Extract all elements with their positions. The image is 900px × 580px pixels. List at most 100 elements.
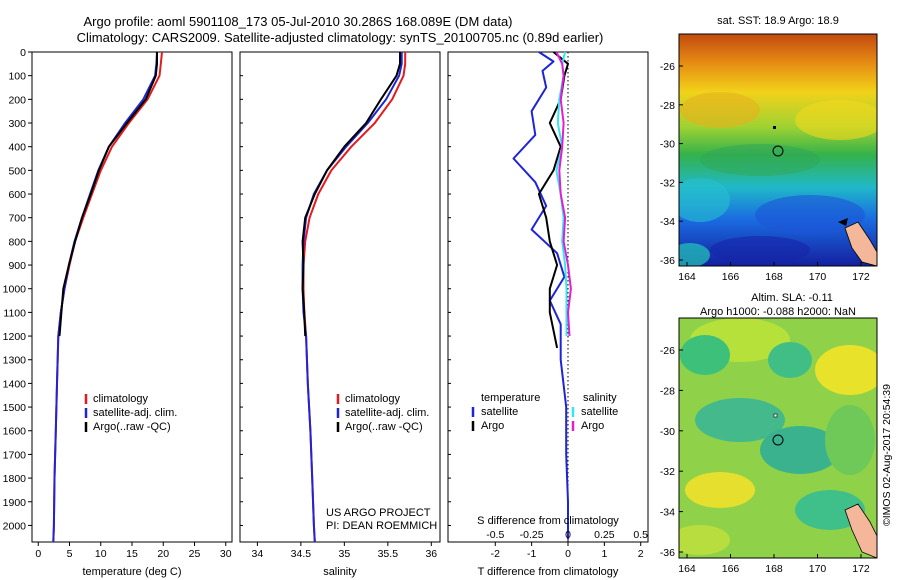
xtick-label: -2: [491, 548, 500, 560]
map-xtick-label: 166: [722, 563, 740, 575]
ytick-label: 1600: [3, 426, 27, 438]
xtick-label: 35.5: [378, 548, 399, 560]
ytick-label: 200: [8, 94, 26, 106]
legend-entry: satellite: [481, 406, 518, 418]
legend-entry: climatology: [93, 393, 149, 405]
sla-float-marker: [772, 434, 784, 446]
xtick-label: 5: [67, 548, 73, 560]
ytick-label: 1200: [3, 331, 27, 343]
ytick-label: 1400: [3, 378, 27, 390]
s-tick-label: 0.25: [594, 529, 615, 541]
sla-map-title-line2: Argo h1000: -0.088 h2000: NaN: [700, 306, 856, 318]
legend-entry: satellite-adj. clim.: [345, 407, 429, 419]
sst-map-frame: [678, 33, 878, 267]
sst-previous-position-marker: [773, 126, 776, 129]
series-line-temperature-satellite: [512, 51, 569, 540]
ytick-label: 1700: [3, 449, 27, 461]
x-axis-label: salinity: [323, 566, 357, 578]
xtick-label: 35: [339, 548, 351, 560]
legend-entry: satellite: [581, 406, 618, 418]
sst-map-title: sat. SST: 18.9 Argo: 18.9: [717, 15, 839, 27]
ytick-label: 600: [8, 189, 26, 201]
xtick-label: 2: [638, 548, 644, 560]
map-xtick-label: 168: [765, 271, 783, 283]
s-tick-label: -0.25: [520, 529, 544, 541]
sla-map-image: [679, 318, 877, 558]
ytick-label: 800: [8, 236, 26, 248]
project-credit-line: PI: DEAN ROEMMICH: [326, 520, 437, 532]
map-xtick-label: 172: [852, 271, 870, 283]
series-line-climatology: [302, 52, 407, 543]
map-xtick-label: 170: [809, 563, 827, 575]
map-xtick-label: 168: [765, 563, 783, 575]
map-ytick-label: -36: [660, 255, 675, 267]
map-ytick-label: -26: [660, 61, 675, 73]
series-line-satellite-adj-clim-: [52, 51, 158, 543]
ytick-label: 1100: [3, 307, 26, 319]
xtick-label: 34: [252, 548, 264, 560]
ytick-label: 0: [20, 47, 26, 59]
temperature-panel: 0 5 10 15 20 25 30 temperature (deg C) 0 100 200 30…: [3, 47, 232, 578]
map-ytick-label: -28: [660, 100, 675, 112]
xtick-label: 10: [95, 548, 107, 560]
salinity-panel: 34 34.5 35 35.5 36 salinity climatology satelli…: [240, 51, 437, 578]
ytick-label: 1800: [3, 473, 27, 485]
x-axis-label: temperature (deg C): [82, 566, 181, 578]
map-ytick-label: -30: [660, 139, 675, 151]
xtick-label: 1: [601, 548, 607, 560]
xtick-label: 0: [565, 548, 571, 560]
ytick-label: 100: [8, 71, 26, 83]
map-ytick-label: -28: [660, 385, 675, 397]
legend-entry: Argo: [581, 420, 604, 432]
series-line-argo-raw-qc-: [301, 52, 401, 337]
legend-head-salinity: salinity: [583, 392, 617, 404]
s-tick-label: 0: [565, 529, 571, 541]
xtick-label: -1: [527, 548, 536, 560]
ytick-label: 1000: [3, 284, 27, 296]
map-xtick-label: 166: [722, 271, 740, 283]
difference-plot-frame: [447, 51, 649, 543]
sst-map-image: [679, 34, 877, 266]
xtick-label: 30: [220, 548, 232, 560]
sst-float-marker: [772, 145, 784, 157]
xtick-label: 25: [189, 548, 201, 560]
map-xtick-label: 164: [678, 271, 696, 283]
legend-entry: Argo(..raw -QC): [345, 421, 423, 433]
ytick-label: 1500: [3, 402, 27, 414]
xtick-label: 15: [126, 548, 138, 560]
legend-entry: Argo: [481, 420, 504, 432]
figure-title-line1: Argo profile: aoml 5901108_173 05-Jul-20…: [83, 14, 512, 29]
side-stamp: ©IMOS 02-Aug-2017 20:54:39: [881, 384, 893, 526]
map-xtick-label: 172: [852, 563, 870, 575]
project-credit-line: US ARGO PROJECT: [326, 507, 431, 519]
ytick-label: 1900: [3, 497, 27, 509]
sla-map-frame: [678, 317, 878, 559]
s-tick-label: 0.5: [633, 529, 648, 541]
legend-entry: climatology: [345, 393, 401, 405]
s-difference-label: S difference from climatology: [477, 515, 619, 527]
salinity-plot-frame: [239, 51, 441, 543]
series-line-argo-raw-qc-: [58, 52, 158, 337]
ytick-label: 1300: [3, 355, 27, 367]
map-ytick-label: -36: [660, 547, 675, 559]
series-line-climatology: [52, 51, 163, 543]
xtick-label: 20: [157, 548, 169, 560]
map-xtick-label: 164: [678, 563, 696, 575]
map-ytick-label: -30: [660, 426, 675, 438]
legend-head-temperature: temperature: [481, 392, 540, 404]
ytick-label: 2000: [3, 520, 27, 532]
map-ytick-label: -32: [660, 177, 675, 189]
map-xtick-label: 170: [809, 271, 827, 283]
sla-map-title-line1: Altim. SLA: -0.11: [751, 292, 833, 304]
series-line-salinity-argo: [555, 51, 572, 337]
map-ytick-label: -32: [660, 466, 675, 478]
series-line-satellite-adj-clim-: [301, 52, 403, 543]
legend-entry: Argo(..raw -QC): [93, 421, 171, 433]
figure-title-line2: Climatology: CARS2009. Satellite-adjuste…: [77, 30, 604, 45]
map-ytick-label: -34: [660, 507, 675, 519]
map-ytick-label: -34: [660, 216, 675, 228]
s-tick-label: -0.5: [486, 529, 504, 541]
ytick-label: 500: [8, 165, 26, 177]
x-axis-label: T difference from climatology: [478, 566, 619, 578]
